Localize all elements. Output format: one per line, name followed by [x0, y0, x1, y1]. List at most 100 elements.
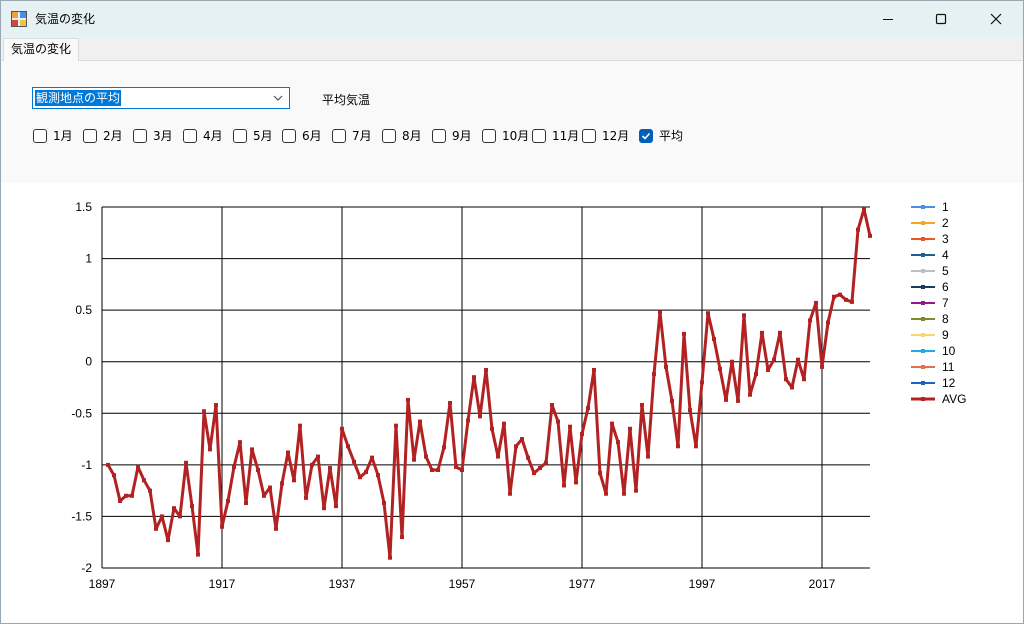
- checkbox-unchecked-icon[interactable]: [332, 129, 346, 143]
- station-select[interactable]: 観測地点の平均: [32, 87, 290, 109]
- checkbox-month-6[interactable]: 6月: [282, 128, 322, 144]
- checkbox-unchecked-icon[interactable]: [482, 129, 496, 143]
- checkbox-label: 6月: [302, 129, 322, 143]
- data-point: [532, 471, 536, 476]
- x-tick-label: 1917: [209, 577, 236, 591]
- checkbox-label: 5月: [253, 129, 273, 143]
- data-point: [544, 460, 548, 465]
- checkmark-icon: [641, 132, 651, 140]
- legend-marker: [921, 285, 925, 289]
- data-point: [772, 357, 776, 362]
- checkbox-month-1[interactable]: 1月: [33, 128, 73, 144]
- data-point: [400, 535, 404, 540]
- checkbox-unchecked-icon[interactable]: [33, 129, 47, 143]
- data-point: [250, 447, 254, 452]
- legend-label: 4: [942, 248, 949, 262]
- checkbox-unchecked-icon[interactable]: [432, 129, 446, 143]
- title-bar[interactable]: 気温の変化: [1, 1, 1023, 37]
- data-point: [184, 460, 188, 465]
- checkbox-month-11[interactable]: 11月: [532, 128, 579, 144]
- checkbox-unchecked-icon[interactable]: [133, 129, 147, 143]
- data-point: [562, 483, 566, 488]
- data-point: [664, 364, 668, 369]
- data-point: [556, 419, 560, 424]
- data-point: [592, 367, 596, 372]
- checkbox-month-12[interactable]: 12月: [582, 128, 629, 144]
- legend-marker: [921, 237, 925, 241]
- checkbox-month-4[interactable]: 4月: [183, 128, 223, 144]
- data-point: [784, 377, 788, 382]
- data-point: [502, 421, 506, 426]
- data-point: [742, 313, 746, 318]
- data-point: [628, 426, 632, 431]
- checkbox-unchecked-icon[interactable]: [532, 129, 546, 143]
- data-point: [172, 506, 176, 511]
- checkbox-label: 11月: [552, 129, 580, 143]
- x-tick-label: 2017: [809, 577, 836, 591]
- checkbox-label: 4月: [203, 129, 223, 143]
- checkbox-month-7[interactable]: 7月: [332, 128, 372, 144]
- maximize-button[interactable]: [918, 1, 964, 37]
- data-point: [460, 468, 464, 473]
- checkbox-month-2[interactable]: 2月: [83, 128, 123, 144]
- data-point: [106, 462, 110, 467]
- data-point: [316, 454, 320, 459]
- app-icon: [11, 11, 27, 27]
- data-point: [550, 403, 554, 408]
- data-point: [706, 311, 710, 316]
- legend-marker: [921, 365, 925, 369]
- close-button[interactable]: [973, 1, 1019, 37]
- minimize-button[interactable]: [865, 1, 911, 37]
- legend-marker: [921, 253, 925, 257]
- data-point: [574, 480, 578, 485]
- checkbox-unchecked-icon[interactable]: [183, 129, 197, 143]
- data-point: [352, 459, 356, 464]
- checkbox-label: 10月: [502, 129, 530, 143]
- data-point: [454, 464, 458, 469]
- tab-strip: 気温の変化: [1, 37, 1023, 61]
- data-point: [718, 366, 722, 371]
- checkbox-label: 2月: [103, 129, 123, 143]
- legend-marker: [921, 317, 925, 321]
- close-icon: [990, 13, 1002, 25]
- data-point: [832, 294, 836, 299]
- checkbox-month-3[interactable]: 3月: [133, 128, 173, 144]
- data-point: [496, 454, 500, 459]
- legend-label: 11: [942, 360, 955, 374]
- data-point: [334, 504, 338, 509]
- y-tick-label: 1.5: [75, 200, 92, 214]
- data-point: [370, 455, 374, 460]
- y-tick-label: -2: [81, 561, 92, 575]
- checkbox-month-13[interactable]: 平均: [639, 128, 683, 144]
- data-point: [478, 414, 482, 419]
- checkbox-label: 9月: [452, 129, 472, 143]
- maximize-icon: [935, 13, 947, 25]
- checkbox-unchecked-icon[interactable]: [382, 129, 396, 143]
- series-line-avg: [106, 207, 872, 560]
- data-point: [778, 330, 782, 335]
- data-point: [514, 444, 518, 449]
- data-point: [268, 485, 272, 490]
- checkbox-unchecked-icon[interactable]: [83, 129, 97, 143]
- legend-marker: [921, 397, 925, 401]
- tab-temperature-change[interactable]: 気温の変化: [3, 38, 80, 61]
- checkbox-checked-icon[interactable]: [639, 129, 653, 143]
- data-point: [280, 481, 284, 486]
- y-tick-label: 0: [85, 355, 92, 369]
- data-point: [652, 372, 656, 377]
- data-point: [760, 330, 764, 335]
- checkbox-unchecked-icon[interactable]: [233, 129, 247, 143]
- data-point: [850, 299, 854, 304]
- checkbox-unchecked-icon[interactable]: [582, 129, 596, 143]
- checkbox-unchecked-icon[interactable]: [282, 129, 296, 143]
- data-point: [754, 372, 758, 377]
- checkbox-month-8[interactable]: 8月: [382, 128, 422, 144]
- checkbox-month-9[interactable]: 9月: [432, 128, 472, 144]
- data-point: [418, 419, 422, 424]
- checkbox-month-10[interactable]: 10月: [482, 128, 529, 144]
- x-tick-label: 1997: [689, 577, 716, 591]
- checkbox-month-5[interactable]: 5月: [233, 128, 273, 144]
- data-point: [112, 473, 116, 478]
- data-point: [136, 464, 140, 469]
- data-point: [640, 403, 644, 408]
